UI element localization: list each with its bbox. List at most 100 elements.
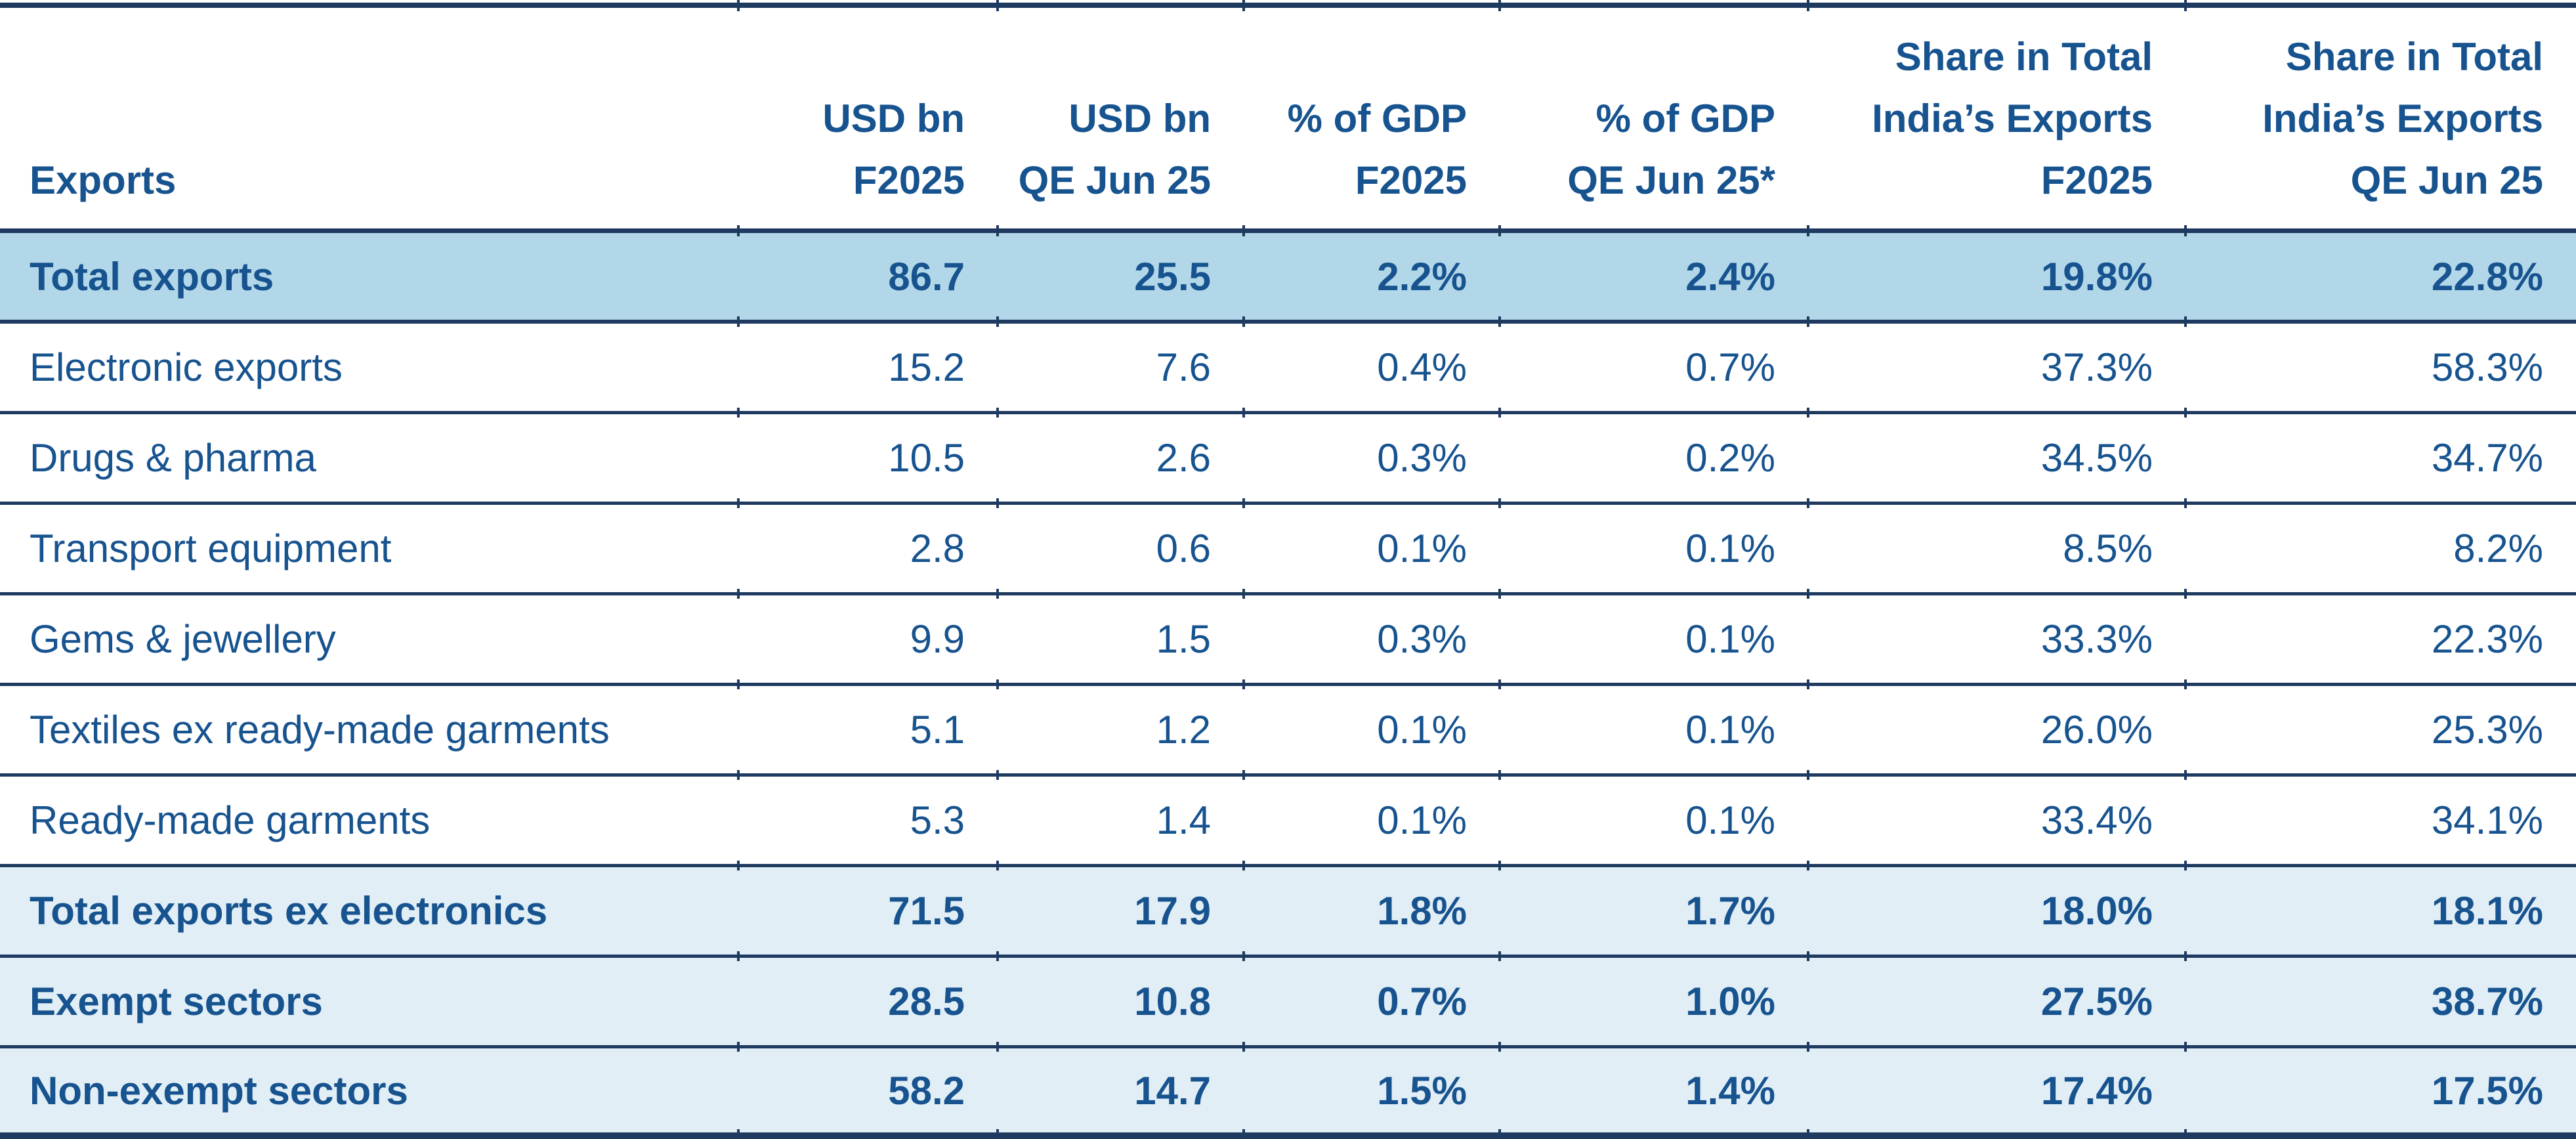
row-value: 25.3% xyxy=(2184,686,2576,780)
table-row: Total exports 86.7 25.5 2.2% 2.4% 19.8% 22.8% xyxy=(0,233,2576,327)
column-header-line: Share in Total xyxy=(2285,35,2543,79)
row-value: 58.3% xyxy=(2184,324,2576,418)
row-value: 38.7% xyxy=(2184,958,2576,1052)
column-header-line: % of GDP xyxy=(1595,97,1775,140)
column-header-line: USD bn xyxy=(1068,97,1211,140)
row-value: 9.9 xyxy=(737,595,998,689)
row-value: 8.2% xyxy=(2184,505,2576,599)
column-header-line: F2025 xyxy=(853,158,965,202)
row-value: 22.3% xyxy=(2184,595,2576,689)
row-label: Ready-made garments xyxy=(30,798,431,842)
table-row: Gems & jewellery 9.9 1.5 0.3% 0.1% 33.3% 22.3% xyxy=(0,595,2576,689)
row-value: 18.0% xyxy=(1807,867,2185,961)
table-row: Textiles ex ready-made garments 5.1 1.2 0.1… xyxy=(0,686,2576,780)
row-value: 8.5% xyxy=(1807,505,2185,599)
row-value: 1.2 xyxy=(996,686,1244,780)
table-row: Total exports ex electronics 71.5 17.9 1.8%… xyxy=(0,867,2576,961)
row-label: Total exports xyxy=(30,254,274,299)
row-label: Electronic exports xyxy=(30,345,343,389)
column-header-3: % of GDP F2025 xyxy=(1242,0,1500,236)
row-value: 17.5% xyxy=(2184,1048,2576,1139)
row-value: 28.5 xyxy=(737,958,998,1052)
row-value: 18.1% xyxy=(2184,867,2576,961)
row-value: 15.2 xyxy=(737,324,998,418)
row-label: Exempt sectors xyxy=(30,979,323,1023)
row-label: Transport equipment xyxy=(30,527,392,570)
row-value: 0.1% xyxy=(1498,505,1808,599)
column-header-line: F2025 xyxy=(2040,158,2153,202)
row-value: 0.1% xyxy=(1242,686,1500,780)
column-header-line: QE Jun 25* xyxy=(1567,158,1775,202)
row-value: 0.1% xyxy=(1242,505,1500,599)
row-value: 1.5% xyxy=(1242,1048,1500,1139)
row-value: 86.7 xyxy=(737,233,998,327)
table-row: Transport equipment 2.8 0.6 0.1% 0.1% 8.5% 8.2… xyxy=(0,505,2576,599)
row-value: 34.7% xyxy=(2184,414,2576,508)
row-value: 5.3 xyxy=(737,777,998,870)
header-row: Exports USD bn F2025 USD bn QE Jun 25 % of G… xyxy=(0,0,2576,236)
row-value: 0.1% xyxy=(1242,777,1500,870)
row-value: 0.3% xyxy=(1242,595,1500,689)
column-header-line: F2025 xyxy=(1355,158,1467,202)
row-value: 2.2% xyxy=(1242,233,1500,327)
row-value: 0.4% xyxy=(1242,324,1500,418)
row-value: 19.8% xyxy=(1807,233,2185,327)
table-row: Non-exempt sectors 58.2 14.7 1.5% 1.4% 17.4% 1… xyxy=(0,1048,2576,1139)
row-value: 0.1% xyxy=(1498,595,1808,689)
row-value: 34.1% xyxy=(2184,777,2576,870)
row-value: 1.4 xyxy=(996,777,1244,870)
column-header-line: QE Jun 25 xyxy=(2350,158,2543,202)
column-header-line: % of GDP xyxy=(1287,97,1467,140)
row-value: 14.7 xyxy=(996,1048,1244,1139)
table-row: Electronic exports 15.2 7.6 0.4% 0.7% 37.3% 58… xyxy=(0,324,2576,418)
row-value: 7.6 xyxy=(996,324,1244,418)
row-value: 0.7% xyxy=(1498,324,1808,418)
row-value: 71.5 xyxy=(737,867,998,961)
row-value: 33.3% xyxy=(1807,595,2185,689)
table-body: Total exports 86.7 25.5 2.2% 2.4% 19.8% 22.8% E… xyxy=(0,233,2576,1139)
row-value: 0.1% xyxy=(1498,777,1808,870)
column-header-line: USD bn xyxy=(822,97,965,140)
row-label: Non-exempt sectors xyxy=(30,1068,408,1113)
row-value: 37.3% xyxy=(1807,324,2185,418)
row-value: 2.8 xyxy=(737,505,998,599)
row-value: 17.4% xyxy=(1807,1048,2185,1139)
row-value: 0.7% xyxy=(1242,958,1500,1052)
row-value: 2.4% xyxy=(1498,233,1808,327)
column-header-2: USD bn QE Jun 25 xyxy=(996,0,1244,236)
column-header-exports: Exports xyxy=(30,158,177,202)
row-value: 0.6 xyxy=(996,505,1244,599)
column-header-4: % of GDP QE Jun 25* xyxy=(1498,0,1808,236)
row-value: 5.1 xyxy=(737,686,998,780)
row-value: 1.7% xyxy=(1498,867,1808,961)
row-value: 1.5 xyxy=(996,595,1244,689)
row-value: 2.6 xyxy=(996,414,1244,508)
column-header-line: India’s Exports xyxy=(1872,97,2153,140)
row-value: 22.8% xyxy=(2184,233,2576,327)
row-value: 26.0% xyxy=(1807,686,2185,780)
row-label: Textiles ex ready-made garments xyxy=(30,708,610,752)
row-value: 17.9 xyxy=(996,867,1244,961)
row-value: 25.5 xyxy=(996,233,1244,327)
row-value: 1.8% xyxy=(1242,867,1500,961)
row-label: Drugs & pharma xyxy=(30,436,316,480)
row-value: 0.1% xyxy=(1498,686,1808,780)
row-value: 34.5% xyxy=(1807,414,2185,508)
column-header-6: Share in Total India’s Exports QE Jun 25 xyxy=(2184,0,2576,236)
row-value: 58.2 xyxy=(737,1048,998,1139)
column-header-5: Share in Total India’s Exports F2025 xyxy=(1807,0,2185,236)
row-value: 10.8 xyxy=(996,958,1244,1052)
row-value: 27.5% xyxy=(1807,958,2185,1052)
row-value: 0.2% xyxy=(1498,414,1808,508)
column-header-line: QE Jun 25 xyxy=(1018,158,1211,202)
row-label: Gems & jewellery xyxy=(30,617,336,661)
row-value: 33.4% xyxy=(1807,777,2185,870)
row-label: Total exports ex electronics xyxy=(30,889,548,933)
column-header-line: India’s Exports xyxy=(2262,97,2543,140)
table-row: Exempt sectors 28.5 10.8 0.7% 1.0% 27.5% 38.7% xyxy=(0,958,2576,1052)
row-value: 1.4% xyxy=(1498,1048,1808,1139)
column-header-line: Share in Total xyxy=(1895,35,2153,79)
table-row: Ready-made garments 5.3 1.4 0.1% 0.1% 33.4% 34… xyxy=(0,777,2576,870)
row-value: 1.0% xyxy=(1498,958,1808,1052)
